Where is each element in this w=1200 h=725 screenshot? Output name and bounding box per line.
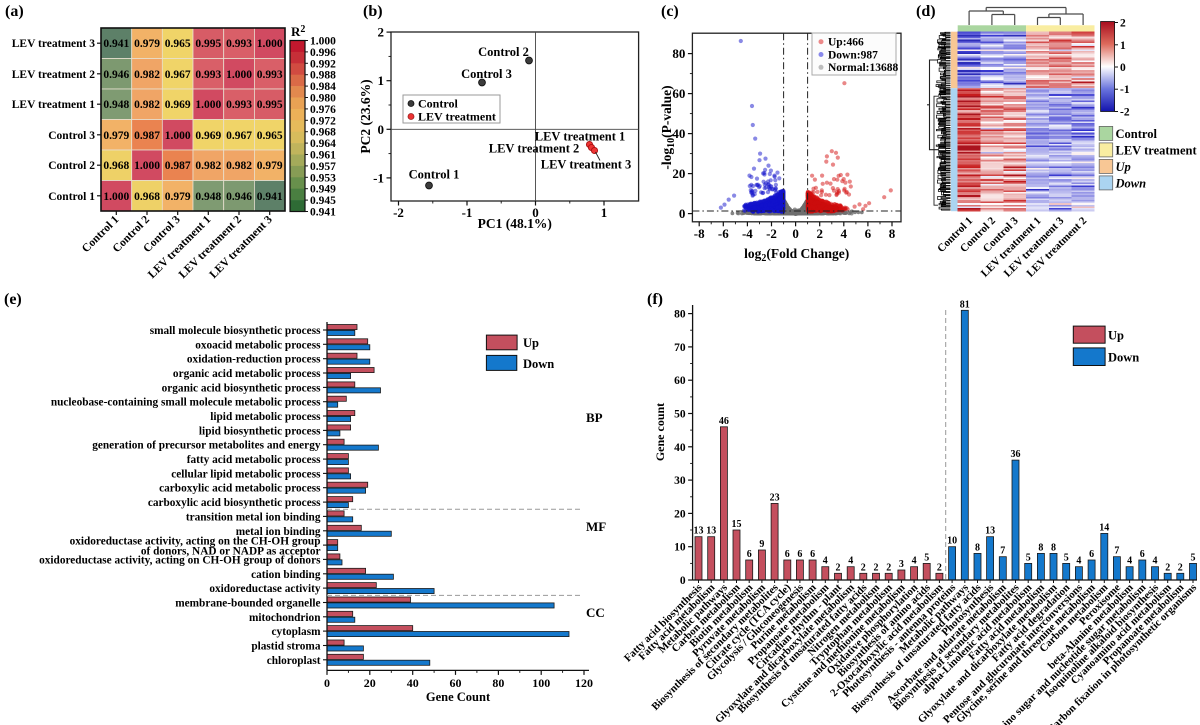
svg-text:0.969: 0.969 [195, 130, 221, 142]
svg-text:0.993: 0.993 [226, 99, 252, 111]
svg-text:0.968: 0.968 [310, 127, 336, 139]
svg-text:-1: -1 [373, 170, 384, 185]
svg-text:0.987: 0.987 [134, 130, 160, 142]
svg-text:-8: -8 [694, 226, 705, 241]
svg-text:80: 80 [672, 46, 685, 61]
svg-text:0.967: 0.967 [226, 130, 252, 142]
svg-text:-2: -2 [766, 226, 777, 241]
svg-text:0.993: 0.993 [226, 38, 252, 50]
svg-text:0.948: 0.948 [103, 99, 129, 111]
svg-text:LEV treatment 1: LEV treatment 1 [12, 99, 96, 111]
svg-text:0: 0 [679, 206, 686, 221]
svg-text:0.976: 0.976 [310, 104, 336, 116]
svg-text:60: 60 [672, 86, 685, 101]
svg-text:0.945: 0.945 [310, 195, 336, 207]
svg-text:1: 1 [378, 73, 385, 88]
svg-text:LEV treatment: LEV treatment [418, 110, 496, 124]
svg-text:0.948: 0.948 [195, 191, 221, 203]
svg-text:Up:466: Up:466 [828, 37, 864, 49]
svg-text:Normal:13688: Normal:13688 [828, 62, 899, 74]
svg-text:0.949: 0.949 [310, 184, 336, 196]
svg-text:1.000: 1.000 [257, 38, 283, 50]
svg-text:Control 3: Control 3 [461, 67, 512, 81]
svg-text:0.968: 0.968 [134, 191, 160, 203]
svg-text:(c): (c) [661, 3, 679, 20]
svg-text:1.000: 1.000 [103, 191, 129, 203]
svg-text:Control 2: Control 2 [48, 160, 95, 172]
svg-text:0.993: 0.993 [195, 69, 221, 81]
svg-text:0.957: 0.957 [310, 161, 336, 173]
svg-text:0.941: 0.941 [257, 191, 283, 203]
svg-text:0.965: 0.965 [165, 38, 191, 50]
svg-text:0.941: 0.941 [103, 38, 129, 50]
svg-text:0.979: 0.979 [257, 160, 283, 172]
svg-text:LEV treatment 3: LEV treatment 3 [12, 38, 96, 50]
svg-text:0.979: 0.979 [103, 130, 129, 142]
svg-text:0.995: 0.995 [195, 38, 221, 50]
svg-text:Down:987: Down:987 [828, 49, 878, 61]
svg-text:1.000: 1.000 [310, 36, 336, 48]
svg-text:2: 2 [378, 25, 385, 40]
svg-text:LEV treatment 2: LEV treatment 2 [489, 142, 580, 156]
svg-text:2: 2 [816, 226, 823, 241]
svg-text:0.980: 0.980 [310, 93, 336, 105]
svg-text:(b): (b) [363, 3, 383, 20]
svg-text:PC2 (23.6%): PC2 (23.6%) [358, 79, 373, 153]
svg-text:0.979: 0.979 [134, 38, 160, 50]
svg-text:-6: -6 [718, 226, 729, 241]
svg-text:0.968: 0.968 [103, 160, 129, 172]
svg-text:LEV treatment 2: LEV treatment 2 [12, 69, 96, 81]
svg-text:(a): (a) [5, 3, 24, 20]
svg-text:0.965: 0.965 [257, 130, 283, 142]
svg-text:Control 1: Control 1 [409, 168, 460, 182]
svg-text:1.000: 1.000 [134, 160, 160, 172]
svg-text:0.996: 0.996 [310, 47, 336, 59]
svg-text:-1: -1 [462, 205, 473, 220]
svg-text:6: 6 [865, 226, 872, 241]
svg-text:Control 3: Control 3 [48, 130, 95, 142]
svg-text:PC1 (48.1%): PC1 (48.1%) [478, 216, 552, 231]
svg-text:4: 4 [841, 226, 848, 241]
svg-text:-2: -2 [393, 205, 404, 220]
svg-text:0.992: 0.992 [310, 58, 336, 70]
svg-text:0.993: 0.993 [257, 69, 283, 81]
svg-text:0.972: 0.972 [310, 115, 336, 127]
svg-text:Control 1: Control 1 [48, 191, 95, 203]
svg-text:0.967: 0.967 [165, 69, 191, 81]
svg-text:1.000: 1.000 [226, 69, 252, 81]
svg-text:Control: Control [418, 97, 458, 111]
svg-text:0.987: 0.987 [165, 160, 191, 172]
svg-text:0.995: 0.995 [257, 99, 283, 111]
svg-text:0.982: 0.982 [195, 160, 221, 172]
svg-text:1: 1 [601, 205, 608, 220]
svg-text:0.979: 0.979 [165, 191, 191, 203]
svg-text:(d): (d) [916, 3, 936, 20]
svg-text:0: 0 [378, 122, 385, 137]
svg-text:0.969: 0.969 [165, 99, 191, 111]
svg-text:LEV treatment 3: LEV treatment 3 [541, 158, 632, 172]
svg-text:0.941: 0.941 [310, 207, 336, 219]
svg-text:0.961: 0.961 [310, 150, 336, 162]
svg-text:0: 0 [532, 205, 539, 220]
svg-text:0.964: 0.964 [310, 138, 336, 150]
svg-text:0.982: 0.982 [134, 69, 160, 81]
svg-text:8: 8 [889, 226, 896, 241]
svg-text:20: 20 [672, 166, 685, 181]
svg-text:1.000: 1.000 [195, 99, 221, 111]
svg-text:0.982: 0.982 [226, 160, 252, 172]
svg-text:0.946: 0.946 [103, 69, 129, 81]
svg-text:0.946: 0.946 [226, 191, 252, 203]
svg-text:0.988: 0.988 [310, 70, 336, 82]
svg-text:0.982: 0.982 [134, 99, 160, 111]
svg-text:LEV treatment 1: LEV treatment 1 [535, 130, 626, 144]
svg-text:0.984: 0.984 [310, 81, 336, 93]
svg-text:0.953: 0.953 [310, 172, 336, 184]
svg-text:0: 0 [792, 226, 799, 241]
svg-text:Control 2: Control 2 [478, 45, 529, 59]
svg-text:-4: -4 [742, 226, 753, 241]
svg-text:1.000: 1.000 [165, 130, 191, 142]
